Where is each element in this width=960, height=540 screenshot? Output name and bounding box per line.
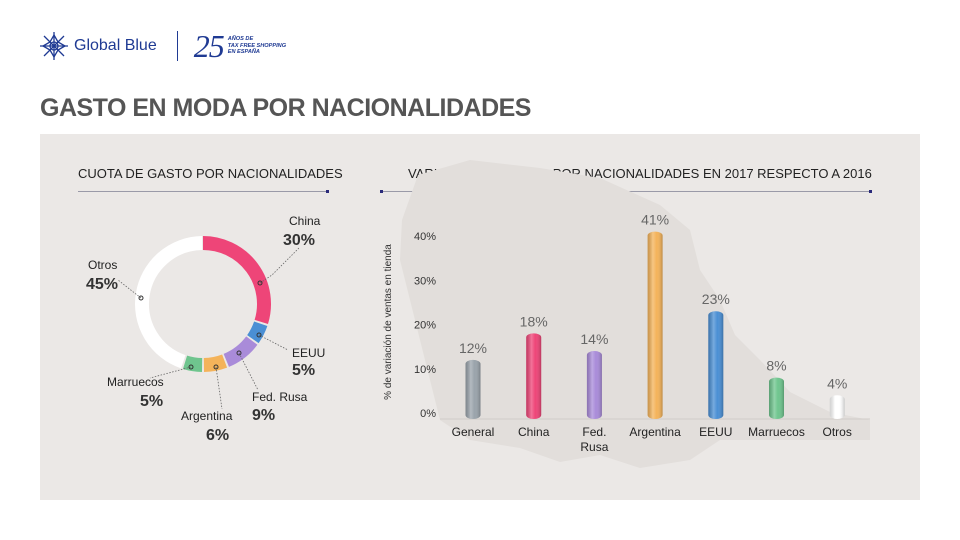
slice-label: Fed. Rusa <box>252 390 308 404</box>
leader-dot <box>236 350 242 356</box>
slice-value-label: 30% <box>283 232 315 249</box>
slice-value-label: 5% <box>292 362 315 379</box>
x-tick-label: Fed. <box>582 425 606 439</box>
slice-label: Argentina <box>181 409 233 423</box>
anniversary-number: 25 <box>193 27 225 64</box>
anniversary-text: AÑOS DE TAX FREE SHOPPING EN ESPAÑA <box>228 36 298 56</box>
bar-shading <box>708 311 724 419</box>
leader-line <box>259 246 301 284</box>
y-tick-label: 30% <box>414 275 436 287</box>
leader-line <box>258 334 289 351</box>
rule-start-dot <box>380 190 383 193</box>
anniversary-line: EN ESPAÑA <box>227 49 260 56</box>
leader-dot <box>188 364 194 370</box>
slice-value-label: 9% <box>252 407 275 424</box>
rule-end-dot <box>869 190 872 193</box>
x-tick-label: EEUU <box>699 425 732 439</box>
bar-value-label: 8% <box>766 358 786 374</box>
bar-argentina: 41% Argentina <box>629 212 681 439</box>
bar-shading <box>647 231 663 419</box>
slice-label: Marruecos <box>107 375 164 389</box>
bar-china: 18% China <box>518 313 550 439</box>
leader-dot <box>256 332 262 338</box>
bar-marruecos: 8% Marruecos <box>748 358 805 439</box>
bar-general: 12% General <box>452 340 495 439</box>
bar-shading <box>769 377 784 419</box>
leader-dot <box>138 295 144 301</box>
x-tick-label: Marruecos <box>748 425 805 439</box>
map-background <box>400 160 870 468</box>
x-tick-label: Argentina <box>629 425 681 439</box>
bar-shading <box>829 395 845 419</box>
global-blue-logo-icon <box>40 32 68 60</box>
y-axis-label: % de variación de ventas en tienda <box>383 244 394 400</box>
donut-slice-china <box>202 236 271 325</box>
slice-value-label: 45% <box>86 276 118 293</box>
x-tick-label: China <box>518 425 550 439</box>
donut-slice-argentina <box>203 354 228 372</box>
bar-eeuu: 23% EEUU <box>699 291 732 439</box>
anniversary-line: AÑOS DE <box>227 36 254 43</box>
slice-label: Otros <box>88 258 117 272</box>
x-tick-label: Rusa <box>580 440 608 454</box>
donut-chart: China 30% EEUU 5% Fed. Rusa 9% Argentina 6% Marr… <box>86 214 325 444</box>
y-tick-label: 40% <box>414 231 436 243</box>
leader-line <box>149 366 192 379</box>
donut-section-title: CUOTA DE GASTO POR NACIONALIDADES <box>78 166 343 181</box>
slice-label: EEUU <box>292 346 325 360</box>
header: Global Blue 25 AÑOS DE TAX FREE SHOPPING… <box>38 28 298 64</box>
donut-slice-fed-rusa <box>223 336 258 367</box>
leader-line <box>238 352 259 391</box>
y-tick-label: 20% <box>414 320 436 332</box>
donut-section-rule <box>78 190 329 193</box>
leader-line <box>117 279 142 299</box>
bar-value-label: 14% <box>580 331 608 347</box>
leader-dot <box>213 364 219 370</box>
leader-dot <box>257 280 263 286</box>
slice-value-label: 5% <box>140 393 163 410</box>
x-tick-label: Otros <box>823 425 852 439</box>
y-tick-label: 0% <box>420 408 436 420</box>
anniversary-line: TAX FREE SHOPPING <box>227 42 287 49</box>
bar-value-label: 4% <box>827 375 847 391</box>
bar-value-label: 23% <box>702 291 730 307</box>
leader-line <box>215 366 223 410</box>
donut-slice-otros <box>135 236 203 369</box>
bar-fed-rusa: 14% Fed.Rusa <box>580 331 608 454</box>
slice-label: China <box>289 214 321 228</box>
bar-shading <box>465 359 481 419</box>
rule-end-dot <box>326 190 329 193</box>
y-tick-label: 10% <box>414 364 436 376</box>
bar-otros: 4% Otros <box>823 375 852 439</box>
page-title: GASTO EN MODA POR NACIONALIDADES <box>40 94 531 122</box>
header-divider <box>176 31 178 61</box>
slice-value-label: 6% <box>206 427 229 444</box>
donut-slice-eeuu <box>247 321 268 344</box>
bar-value-label: 41% <box>641 212 669 228</box>
bar-shading <box>526 333 542 419</box>
bar-value-label: 12% <box>459 340 487 356</box>
x-tick-label: General <box>452 425 495 439</box>
donut-slice-marruecos <box>182 355 203 372</box>
bar-chart: 0% 10% 20% 30% 40% % de variación de ventas e… <box>383 212 870 454</box>
bar-shading <box>586 351 602 419</box>
bar-value-label: 18% <box>520 313 548 329</box>
brand-name: Global Blue <box>74 37 157 54</box>
